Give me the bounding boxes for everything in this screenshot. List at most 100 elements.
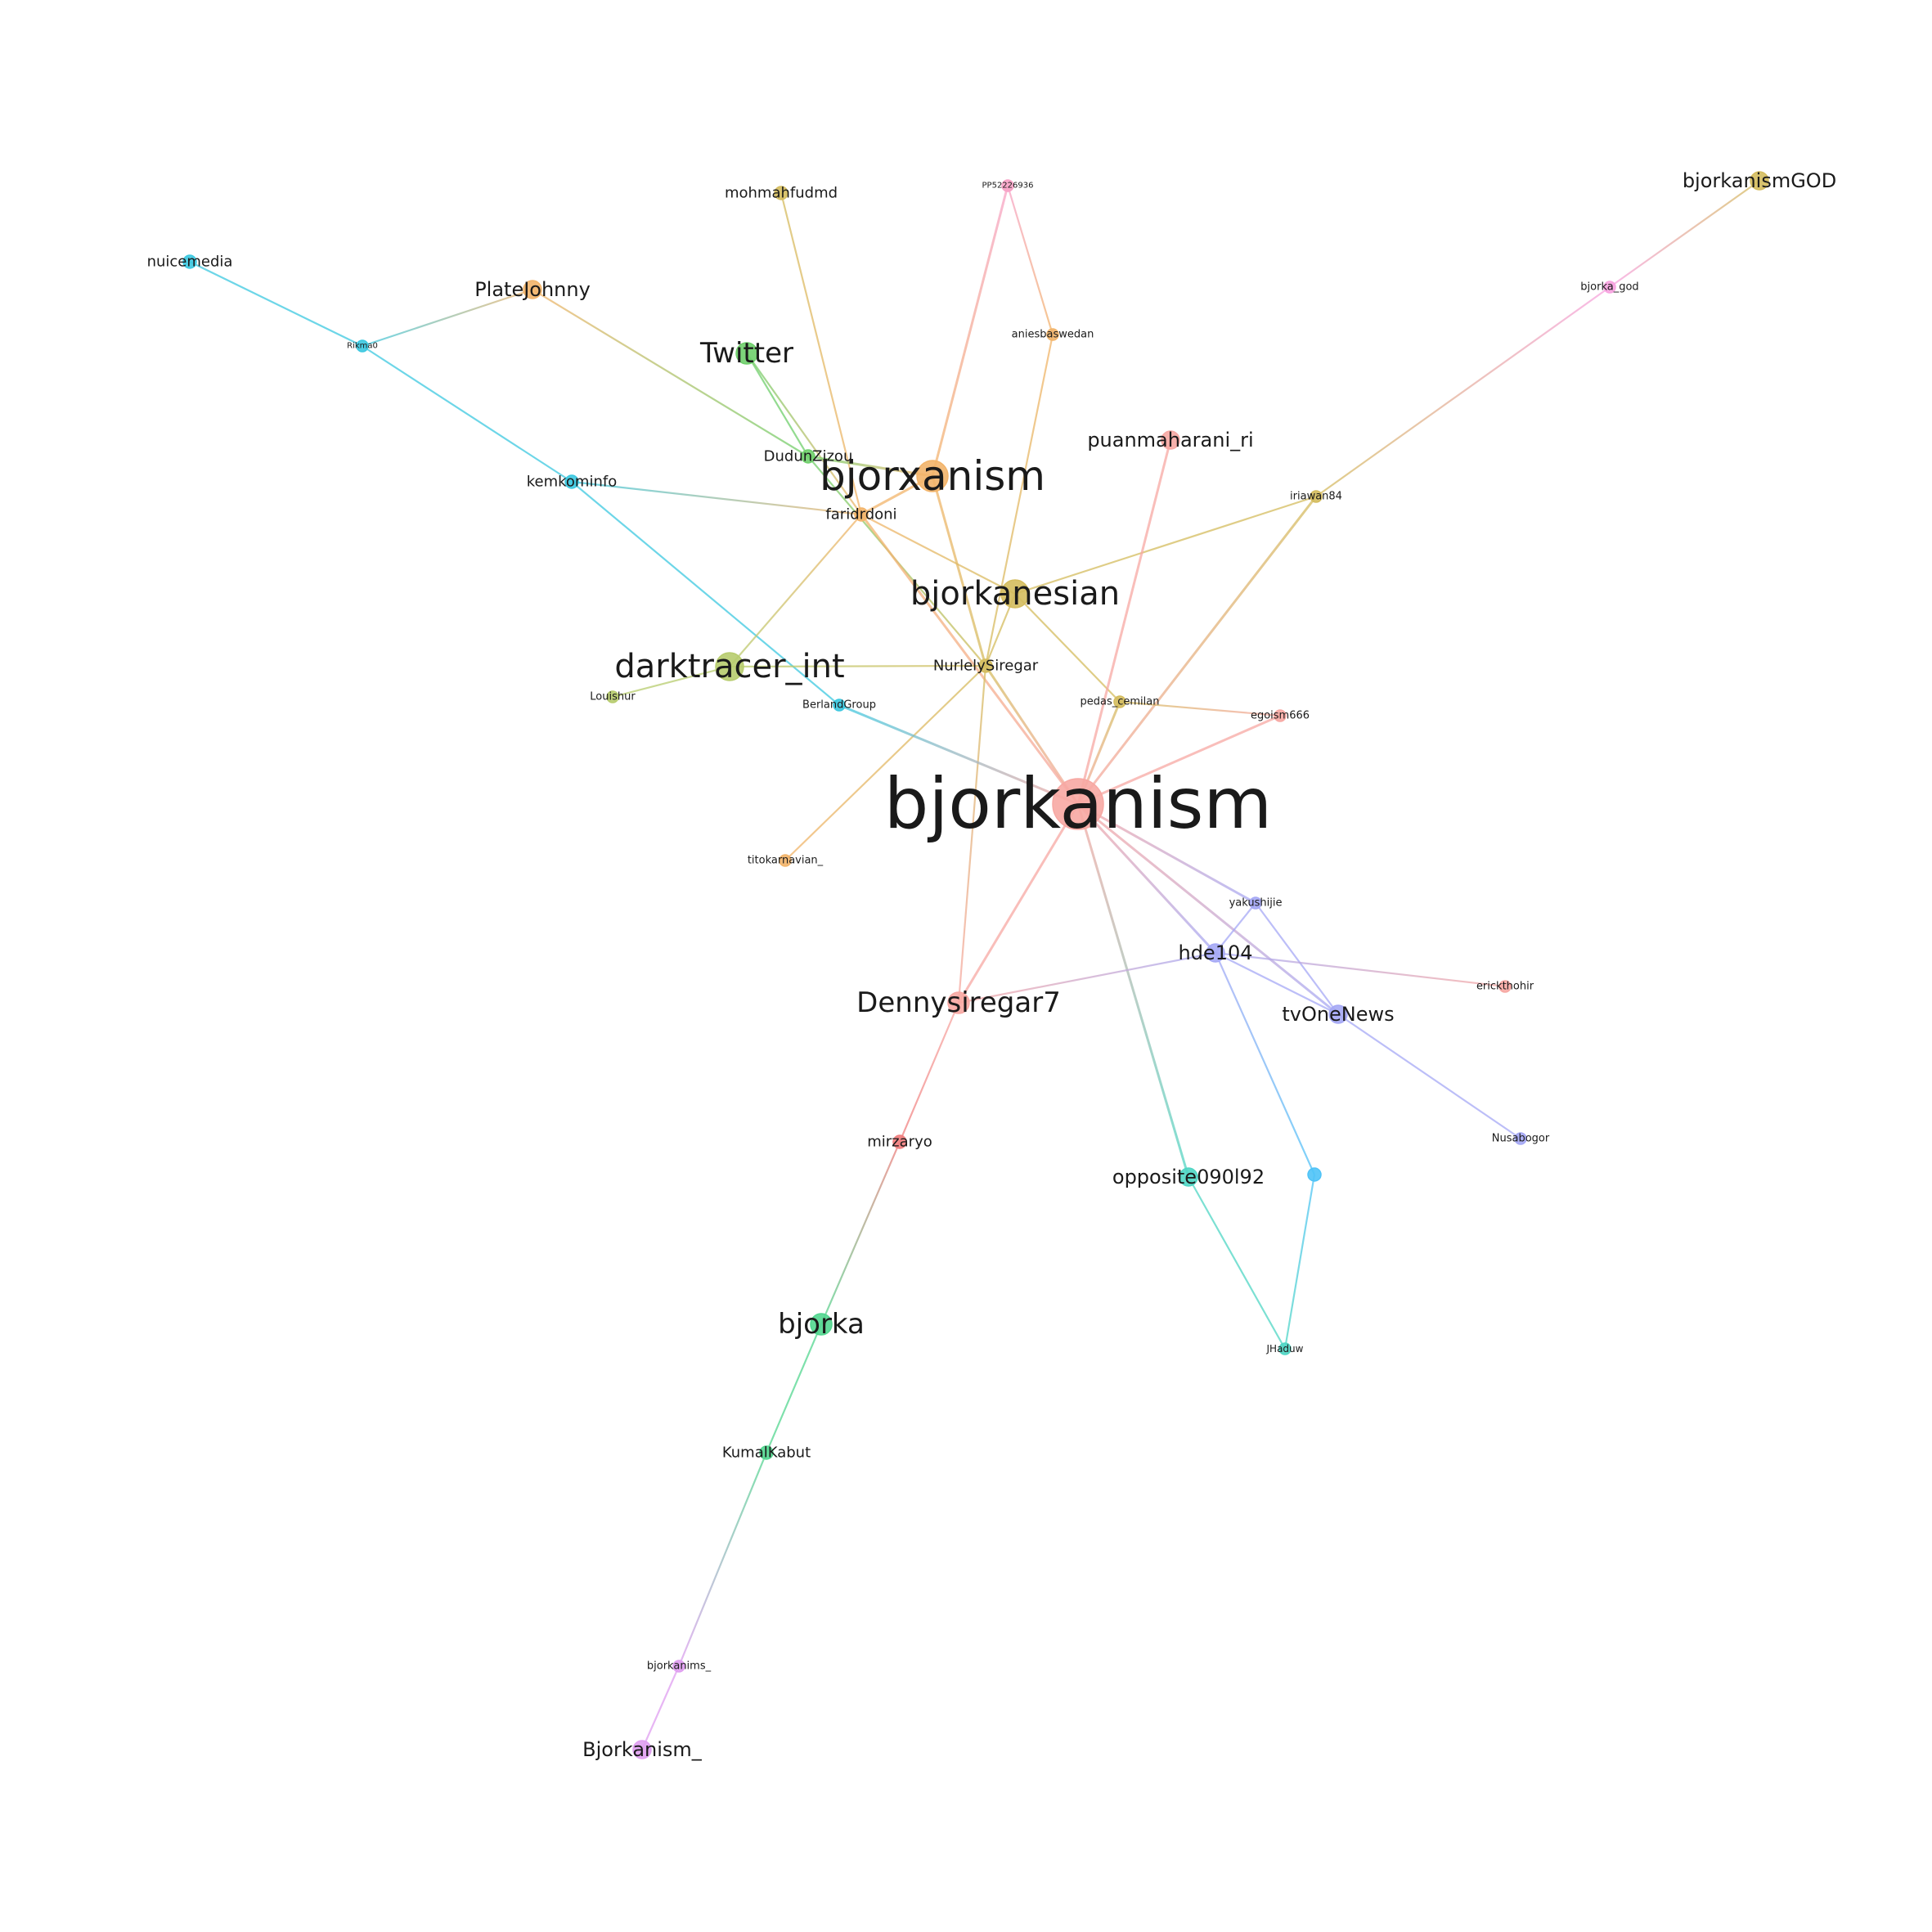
- node-label-mirzaryo: mirzaryo: [867, 1134, 932, 1151]
- node-label-hde104: hde104: [1178, 941, 1252, 964]
- edge-hde104-Dennysiregar7: [958, 951, 1216, 1004]
- node-label-aniesbaswedan: aniesbaswedan: [1012, 329, 1094, 341]
- node-label-iriawan84: iriawan84: [1290, 491, 1342, 503]
- edge-yakushijie-hde104: [1215, 902, 1256, 954]
- node-bjorkanismGOD[interactable]: [1750, 171, 1769, 191]
- edge-Dennysiregar7-mirzaryo: [898, 1002, 960, 1143]
- edge-bjorka-KumalKabut: [765, 1323, 823, 1453]
- edge-Twitter-faridrdoni: [746, 353, 862, 515]
- node-egoism666[interactable]: [1274, 709, 1287, 722]
- edge-mirzaryo-bjorka: [820, 1141, 901, 1325]
- node-puanmaharani_ri[interactable]: [1161, 430, 1180, 450]
- node-Dennysiregar7[interactable]: [947, 991, 970, 1014]
- node-label-kemkominfo: kemkominfo: [527, 474, 617, 491]
- edge-PP52226936-bjorxanism: [931, 185, 1009, 477]
- node-label-tvOneNews: tvOneNews: [1282, 1003, 1394, 1026]
- node-label-bjorkanesian: bjorkanesian: [910, 575, 1120, 613]
- node-BerlandGroup[interactable]: [833, 699, 846, 712]
- edge-kemkominfo-faridrdoni: [571, 480, 862, 516]
- node-pedas_cemilan[interactable]: [1113, 695, 1126, 708]
- edge-nuicemedia-Rikma0: [189, 261, 363, 347]
- node-label-Dennysiregar7: Dennysiregar7: [856, 986, 1061, 1019]
- edge-hde104-unlabeled: [1214, 952, 1316, 1175]
- node-iriawan84[interactable]: [1310, 490, 1323, 503]
- edge-yakushijie-tvOneNews: [1255, 902, 1339, 1015]
- node-label-puanmaharani_ri: puanmaharani_ri: [1087, 429, 1253, 452]
- edge-PP52226936-aniesbaswedan: [1006, 185, 1054, 335]
- node-label-Twitter: Twitter: [699, 337, 793, 370]
- node-aniesbaswedan[interactable]: [1046, 328, 1059, 341]
- edge-bjorkanism-yakushijie: [1077, 802, 1256, 905]
- node-KumalKabut[interactable]: [759, 1445, 774, 1460]
- node-label-opposite090l92: opposite090l92: [1112, 1166, 1265, 1188]
- node-bjorkanims_[interactable]: [672, 1660, 685, 1673]
- edge-puanmaharani_ri-bjorkanism: [1076, 439, 1172, 805]
- node-label-Louishur: Louishur: [590, 691, 636, 703]
- edge-egoism666-bjorkanism: [1077, 714, 1281, 806]
- node-tvOneNews[interactable]: [1328, 1004, 1348, 1024]
- node-label-bjorkanismGOD: bjorkanismGOD: [1683, 169, 1836, 192]
- node-nuicemedia[interactable]: [182, 254, 197, 269]
- node-Twitter[interactable]: [735, 342, 758, 365]
- node-label-Bjorkanism_: Bjorkanism_: [582, 1738, 703, 1761]
- node-unlabeled[interactable]: [1307, 1167, 1322, 1182]
- edge-bjorkanism-Dennysiregar7: [957, 803, 1080, 1004]
- node-label-bjorkanims_: bjorkanims_: [647, 1660, 712, 1673]
- node-PP52226936[interactable]: [1001, 179, 1014, 192]
- node-kemkominfo[interactable]: [564, 474, 579, 489]
- edge-bjorxanism-NurlelySiregar: [931, 475, 987, 667]
- edge-NurlelySiregar-titokarnavian_: [784, 665, 986, 861]
- node-label-KumalKabut: KumalKabut: [722, 1445, 811, 1462]
- node-label-egoism666: egoism666: [1251, 710, 1310, 722]
- edge-KumalKabut-bjorkanims_: [677, 1452, 768, 1667]
- edge-darktracer_int-Louishur: [612, 665, 730, 699]
- label-layer: bjorkanism bjorxanism bjorkanesian darktrac…: [147, 169, 1837, 1761]
- edge-unlabeled-JHaduw: [1283, 1174, 1316, 1350]
- node-JHaduw[interactable]: [1278, 1342, 1292, 1355]
- edge-PlateJohnny-DudunZizou: [532, 289, 809, 457]
- edge-opposite090l92-JHaduw: [1188, 1176, 1286, 1350]
- node-titokarnavian_[interactable]: [779, 854, 792, 867]
- edge-tvOneNews-Nusabogor: [1337, 1013, 1521, 1139]
- node-label-mohmahfudmd: mohmahfudmd: [725, 185, 838, 202]
- node-label-nuicemedia: nuicemedia: [147, 254, 233, 271]
- node-label-PP52226936: PP52226936: [982, 182, 1034, 191]
- edge-pedas_cemilan-egoism666: [1119, 700, 1281, 717]
- node-PlateJohnny[interactable]: [523, 280, 542, 299]
- edge-bjorka_god-iriawan84: [1315, 286, 1611, 497]
- node-label-darktracer_int: darktracer_int: [614, 648, 844, 685]
- node-faridrdoni[interactable]: [854, 507, 869, 522]
- edge-layer: [189, 180, 1760, 1750]
- edge-NurlelySiregar-bjorkanism: [984, 665, 1080, 805]
- node-label-bjorkanism: bjorkanism: [884, 763, 1272, 845]
- edge-bjorkanims_-Bjorkanism_: [640, 1665, 681, 1750]
- node-opposite090l92[interactable]: [1179, 1167, 1198, 1187]
- node-bjorkanesian[interactable]: [1000, 579, 1030, 609]
- node-yakushijie[interactable]: [1249, 896, 1262, 910]
- node-bjorkanism[interactable]: [1052, 778, 1104, 830]
- node-hde104[interactable]: [1206, 943, 1225, 963]
- node-bjorka[interactable]: [810, 1313, 833, 1336]
- edge-darktracer_int-NurlelySiregar: [729, 664, 986, 668]
- edge-faridrdoni-bjorkanesian: [860, 514, 1016, 595]
- node-Louishur[interactable]: [606, 690, 619, 703]
- edge-bjorkanismGOD-bjorka_god: [1609, 180, 1760, 288]
- node-bjorxanism[interactable]: [916, 460, 949, 492]
- node-label-faridrdoni: faridrdoni: [825, 506, 896, 523]
- node-Rikma0[interactable]: [356, 339, 369, 353]
- node-darktracer_int[interactable]: [715, 652, 744, 681]
- node-layer: [182, 171, 1769, 1759]
- node-bjorka_god[interactable]: [1603, 281, 1616, 294]
- edge-iriawan84-bjorkanism: [1076, 496, 1318, 805]
- node-mirzaryo[interactable]: [892, 1134, 907, 1149]
- node-erickthohir[interactable]: [1498, 980, 1512, 993]
- edge-hde104-tvOneNews: [1215, 952, 1339, 1015]
- node-Bjorkanism_[interactable]: [632, 1740, 652, 1759]
- node-Nusabogor[interactable]: [1514, 1132, 1527, 1145]
- node-mohmahfudmd[interactable]: [774, 186, 789, 200]
- node-label-PlateJohnny: PlateJohnny: [474, 278, 591, 301]
- node-DudunZizou[interactable]: [801, 449, 815, 464]
- edge-kemkominfo-BerlandGroup: [571, 481, 840, 706]
- node-NurlelySiregar[interactable]: [978, 658, 993, 673]
